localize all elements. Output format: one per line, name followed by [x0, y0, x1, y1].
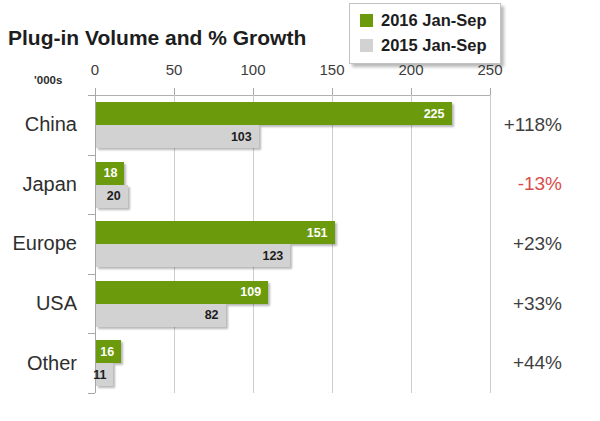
growth-label: +118% — [494, 95, 562, 155]
x-axis: 050100150200250 — [95, 61, 490, 95]
x-tick-label: 200 — [398, 61, 423, 78]
plot-area: 2251031820151123109821611 — [95, 95, 490, 393]
bar-value-label: 225 — [424, 107, 452, 121]
category-label: Japan — [0, 155, 80, 215]
x-tick-mark — [253, 88, 254, 95]
x-tick-label: 50 — [166, 61, 183, 78]
legend-item: 2016 Jan-Sep — [360, 11, 486, 30]
bar-value-label: 123 — [262, 249, 290, 263]
y-tick-mark — [88, 155, 95, 156]
bar-value-label: 109 — [240, 285, 268, 299]
bar-row: 225 103 — [96, 102, 491, 148]
bar-2015: 103 — [96, 125, 259, 148]
bar-2016: 16 — [96, 340, 121, 363]
x-tick-mark — [174, 88, 175, 95]
bar-value-label: 18 — [104, 166, 125, 180]
x-tick-label: 100 — [240, 61, 265, 78]
bar-value-label: 82 — [205, 308, 226, 322]
category-label: China — [0, 95, 80, 155]
growth-labels: +118%-13%+23%+33%+44% — [494, 95, 562, 393]
bar-2015: 82 — [96, 304, 226, 327]
legend-item-label: 2015 Jan-Sep — [381, 36, 486, 55]
category-label: Europe — [0, 214, 80, 274]
legend-swatch-icon — [360, 14, 373, 27]
plug-in-volume-chart: Plug-in Volume and % Growth 2016 Jan-Sep… — [0, 0, 600, 421]
x-tick-mark — [490, 88, 491, 95]
legend: 2016 Jan-Sep 2015 Jan-Sep — [349, 3, 501, 64]
bar-value-label: 16 — [100, 345, 121, 359]
x-tick-mark — [411, 88, 412, 95]
bar-2015: 11 — [96, 363, 113, 386]
legend-swatch-icon — [360, 39, 373, 52]
bar-row: 1820 — [96, 162, 491, 208]
legend-item: 2015 Jan-Sep — [360, 36, 486, 55]
bar-value-label: 11 — [93, 368, 113, 382]
bar-row: 1611 — [96, 340, 491, 386]
x-tick-label: 150 — [319, 61, 344, 78]
bar-2016: 151 — [96, 221, 335, 244]
bar-2016: 18 — [96, 162, 124, 185]
y-tick-mark — [88, 393, 95, 394]
category-labels: ChinaJapanEuropeUSAOther — [0, 95, 80, 393]
growth-label: -13% — [494, 155, 562, 215]
bar-2016: 225 — [96, 102, 452, 125]
category-label: USA — [0, 274, 80, 334]
bar-row: 109 82 — [96, 281, 491, 327]
bar-row: 151 123 — [96, 221, 491, 267]
category-label: Other — [0, 333, 80, 393]
y-tick-mark — [88, 95, 95, 96]
x-axis-line — [95, 95, 490, 96]
x-tick-mark — [95, 88, 96, 95]
bar-2016: 109 — [96, 281, 268, 304]
x-tick-label: 250 — [477, 61, 502, 78]
x-tick-mark — [332, 88, 333, 95]
legend-item-label: 2016 Jan-Sep — [381, 11, 486, 30]
y-tick-mark — [88, 333, 95, 334]
growth-label: +44% — [494, 333, 562, 393]
bar-2015: 20 — [96, 185, 128, 208]
bar-value-label: 151 — [307, 226, 335, 240]
unit-label: '000s — [34, 74, 62, 86]
bar-value-label: 103 — [231, 130, 259, 144]
x-tick-label: 0 — [91, 61, 99, 78]
y-tick-mark — [88, 214, 95, 215]
chart-title: Plug-in Volume and % Growth — [8, 26, 306, 50]
bar-2015: 123 — [96, 244, 290, 267]
bar-value-label: 20 — [107, 189, 128, 203]
y-tick-mark — [88, 274, 95, 275]
growth-label: +23% — [494, 214, 562, 274]
growth-label: +33% — [494, 274, 562, 334]
